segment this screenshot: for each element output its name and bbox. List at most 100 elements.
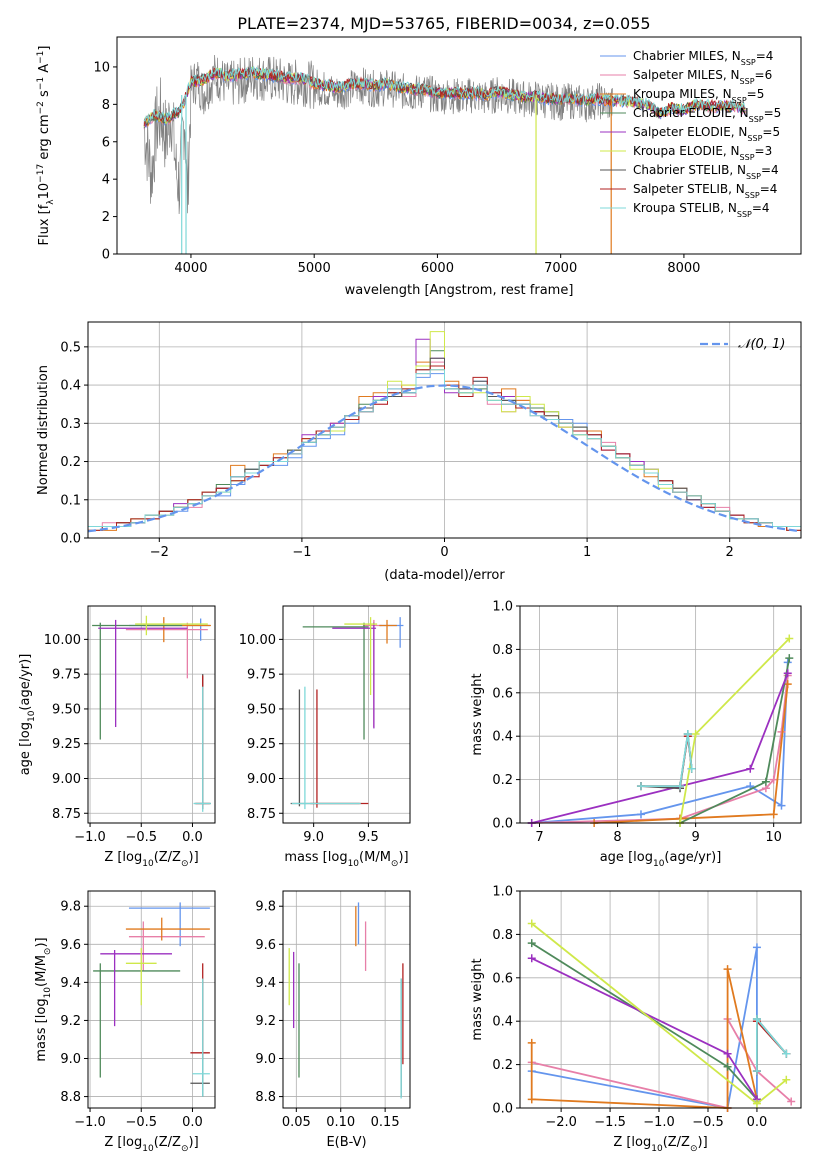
mass-ebv-xtick-label: 0.10 [326,1115,355,1130]
legend-entry-2: Kroupa MILES, NSSP=5 [633,87,764,105]
weight-age-ytick-label: 0.8 [492,643,513,658]
mass-z-ylabel: mass [log10(M/M⊙)] [34,937,53,1061]
legend-entry-5: Kroupa ELODIE, NSSP=3 [633,144,772,162]
mass-ebv-ytick-label: 8.8 [255,1090,276,1105]
age-mass-ytick-label: 9.50 [247,702,276,717]
histogram-ylabel: Normed distribution [36,365,51,495]
mass-ebv-ytick-label: 9.0 [255,1052,276,1067]
histogram-xtick-label: 0 [440,545,448,560]
weight-age-marker-1 [769,775,778,784]
weight-age-marker-0 [777,801,786,810]
weight-z-marker-2 [527,1095,536,1104]
spectrum-xlabel: wavelength [Angstrom, rest frame] [345,283,574,298]
weight-z-ytick-label: 0.2 [492,1058,513,1073]
histogram-ytick-label: 0.1 [60,493,81,508]
weight-age-line-2 [594,684,789,824]
weight-z-ytick-label: 0.8 [492,928,513,943]
weight-age-line-0 [531,662,789,824]
weight-age-line-1 [531,675,789,824]
age-z-ytick-label: 9.75 [52,668,81,683]
weight-z-marker-2 [527,1038,536,1047]
weight-z-frame [519,890,802,1109]
weight-age-marker-4 [783,669,792,678]
mass-z-ytick-label: 9.4 [60,976,81,991]
spectrum-frame [116,36,802,255]
mass-z-ytick-label: 9.6 [60,938,81,953]
weight-age-marker-0 [636,810,645,819]
histogram-ytick-label: 0.2 [60,455,81,470]
weight-z-marker-4 [527,954,536,963]
weight-z-xlabel: Z [log10(Z/Z⊙)] [613,1135,707,1154]
spectrum-ylabel: Flux [fλ10−17 erg cm−2 s−1 A−1] [36,46,56,246]
weight-age-xtick-label: 8 [613,830,621,845]
weight-z-marker-8 [752,1067,761,1076]
weight-age-plot-area [527,634,794,827]
age-mass-ytick-label: 10.00 [239,633,276,648]
weight-age-marker-8 [683,730,692,739]
weight-z-ytick-label: 0.6 [492,971,513,986]
mass-z-xtick-label: 0.0 [182,1115,203,1130]
spectrum-xtick-label: 4000 [174,261,207,276]
weight-z-marker-1 [787,1097,796,1106]
age-z-ytick-label: 9.50 [52,702,81,717]
age-z-xlabel: Z [log10(Z/Z⊙)] [104,850,198,869]
age-z-ytick-label: 9.00 [52,772,81,787]
mass-z-frame [87,890,216,1109]
weight-age-marker-8 [636,782,645,791]
weight-age-marker-2 [769,810,778,819]
weight-z-marker-0 [752,943,761,952]
age-z-frame [87,605,216,824]
weight-age-line-8 [641,733,693,787]
spectrum-ytick-label: 2 [102,210,110,225]
histogram-ytick-label: 0.5 [60,340,81,355]
weight-age-line-3 [679,657,791,824]
weight-age-marker-5 [785,634,794,643]
weight-age-ylabel: mass weight [470,673,485,755]
weight-z-xtick-label: −0.5 [692,1115,724,1130]
mass-ebv-xtick-label: 0.05 [282,1115,311,1130]
age-mass-ytick-label: 8.75 [247,807,276,822]
legend-entry-8: Kroupa STELIB, NSSP=4 [633,201,770,219]
legend-entry-4: Salpeter ELODIE, NSSP=5 [633,125,780,143]
spectrum-xtick-label: 6000 [421,261,454,276]
weight-z-marker-4 [723,1049,732,1058]
weight-z-plot-area [527,919,796,1112]
weight-z-ylabel: mass weight [470,958,485,1040]
mass-z-xtick-label: −0.5 [125,1115,157,1130]
weight-age-marker-3 [785,654,794,663]
spectrum-xtick-label: 5000 [298,261,331,276]
weight-age-xtick-label: 9 [691,830,699,845]
age-mass-ytick-label: 9.00 [247,772,276,787]
histogram-xtick-label: 2 [726,545,734,560]
weight-z-ytick-label: 0.0 [492,1102,513,1117]
mass-ebv-xtick-label: 0.15 [371,1115,400,1130]
histogram-xtick-label: 1 [583,545,591,560]
gaussian-curve [88,384,801,533]
mass-ebv-frame [282,890,411,1109]
legend-entry-3: Chabrier ELODIE, NSSP=5 [633,106,781,124]
weight-z-xtick-label: −2.0 [545,1115,577,1130]
weight-z-xtick-label: −1.0 [643,1115,675,1130]
weight-z-marker-5 [752,1099,761,1108]
histogram-xlabel: (data-model)/error [384,568,505,583]
figure-title: PLATE=2374, MJD=53765, FIBERID=0034, z=0… [237,14,650,33]
weight-z-line-0 [531,947,758,1110]
spectrum-plot-area [143,54,746,254]
weight-z-marker-5 [782,1075,791,1084]
age-mass-ytick-label: 9.25 [247,737,276,752]
legend-entry-1: Salpeter MILES, NSSP=6 [633,68,772,86]
weight-z-marker-5 [527,919,536,928]
weight-age-ytick-label: 0.0 [492,817,513,832]
age-z-ytick-label: 10.00 [44,633,81,648]
age-z-xtick-label: −0.5 [125,830,157,845]
spectrum-ytick-label: 4 [102,173,110,188]
age-z-ylabel: age [log10(age/yr)] [18,654,37,776]
histogram-model-8 [88,369,801,538]
weight-age-xtick-label: 10 [765,830,782,845]
weight-age-marker-4 [746,764,755,773]
weight-age-marker-8 [687,764,696,773]
age-z-ytick-label: 8.75 [52,807,81,822]
mass-ebv-ytick-label: 9.2 [255,1014,276,1029]
